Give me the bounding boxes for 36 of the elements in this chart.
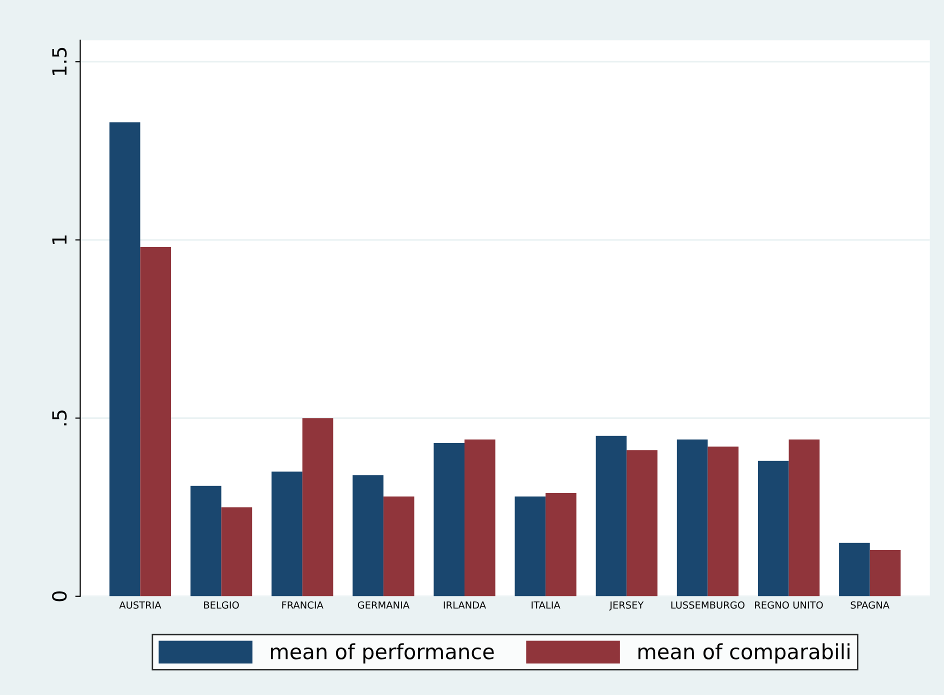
x-tick-label: REGNO UNITO: [755, 601, 823, 609]
bar: [464, 439, 496, 596]
bar: [514, 496, 546, 596]
x-tick-label: GERMANIA: [358, 601, 410, 609]
bar: [302, 418, 334, 596]
legend-label: mean of performance: [270, 643, 494, 664]
x-tick-label: LUSSEMBURGO: [671, 601, 744, 609]
x-tick-label: FRANCIA: [282, 601, 324, 609]
y-tick-label: .5: [52, 410, 67, 426]
bar: [676, 439, 708, 596]
bar: [708, 446, 739, 596]
x-tick-label: ITALIA: [532, 601, 560, 609]
bar: [596, 436, 627, 596]
y-tick-label: 1.5: [52, 48, 67, 76]
bar: [546, 492, 576, 596]
bar: [109, 122, 140, 596]
bar: [140, 247, 172, 596]
x-tick-label: JERSEY: [609, 601, 644, 611]
bar: [383, 496, 414, 596]
x-tick-label: AUSTRIA: [119, 601, 162, 609]
bar: [626, 450, 658, 596]
x-tick-label: IRLANDA: [444, 601, 486, 609]
x-tick-label: SPAGNA: [850, 601, 890, 609]
bar: [870, 550, 901, 596]
bar: [434, 443, 465, 596]
bar: [352, 475, 384, 596]
bar: [272, 472, 302, 596]
y-tick-label: 0: [52, 591, 67, 602]
legend-label: mean of comparabili: [638, 643, 850, 664]
bar: [758, 460, 789, 596]
bar: [190, 486, 222, 596]
bar: [221, 507, 252, 596]
x-tick-label: BELGIO: [204, 601, 239, 609]
bar: [788, 439, 820, 596]
bar: [839, 542, 870, 596]
y-tick-label: 1: [52, 236, 66, 244]
